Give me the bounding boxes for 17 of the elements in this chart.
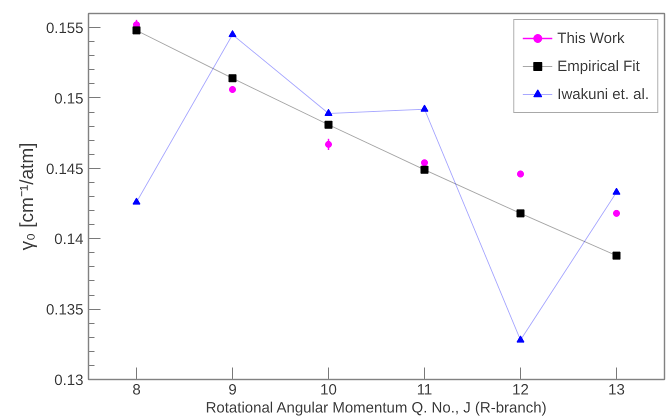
x-axis-title: Rotational Angular Momentum Q. No., J (R-branch) (206, 400, 547, 416)
y-tick-label: 0.15 (54, 90, 84, 108)
x-tick-label: 8 (132, 382, 141, 398)
y-tick-label: 0.14 (54, 231, 84, 248)
legend-label: Empirical Fit (557, 58, 640, 74)
x-tick-label: 12 (512, 382, 529, 398)
y-tick-label: 0.155 (46, 20, 84, 38)
x-tick-label: 13 (608, 382, 625, 398)
x-tick-label: 10 (320, 382, 337, 398)
y-tick-label: 0.13 (54, 372, 84, 389)
legend-label: This Work (557, 30, 625, 46)
x-tick-label: 9 (228, 382, 237, 398)
legend-label: Iwakuni et. al. (557, 86, 649, 102)
y-tick-label: 0.135 (46, 302, 84, 319)
y-axis-title: γ₀ [cm⁻¹/atm] (16, 142, 38, 250)
y-tick-label: 0.145 (46, 160, 84, 178)
x-tick-label: 11 (416, 382, 432, 398)
